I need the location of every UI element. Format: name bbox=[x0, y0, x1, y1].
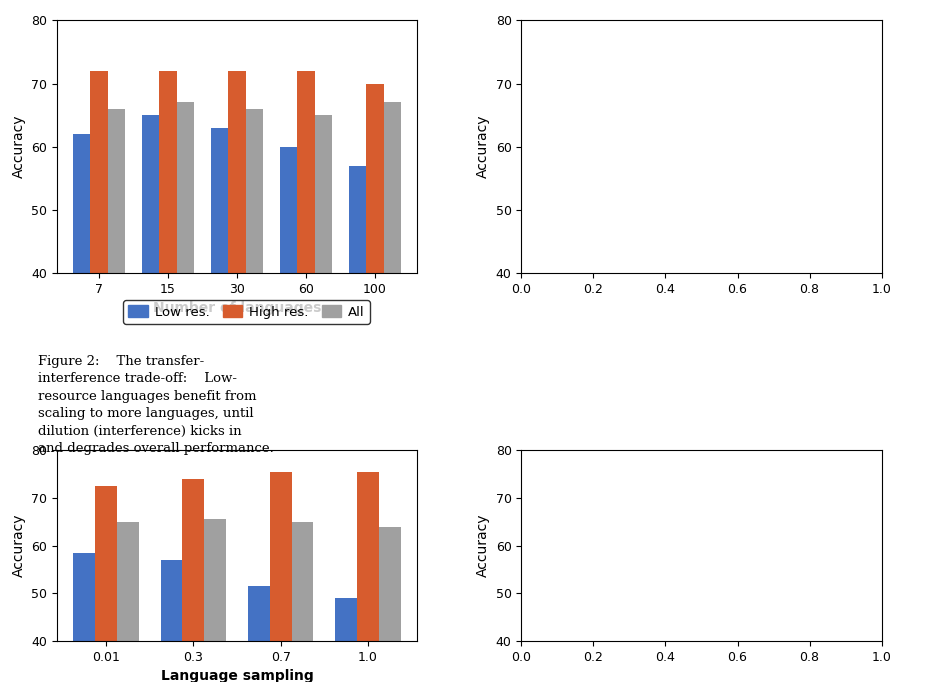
Y-axis label: Accuracy: Accuracy bbox=[476, 115, 490, 179]
Y-axis label: Accuracy: Accuracy bbox=[476, 514, 490, 578]
Bar bbox=[357, 472, 379, 682]
Bar bbox=[228, 71, 246, 525]
Bar bbox=[315, 115, 332, 525]
Text: Figure 2:    The transfer-
interference trade-off:    Low-
resource languages be: Figure 2: The transfer- interference tra… bbox=[38, 355, 274, 455]
Bar bbox=[90, 71, 108, 525]
Bar bbox=[117, 522, 138, 682]
Bar bbox=[159, 71, 176, 525]
Bar bbox=[211, 128, 228, 525]
Bar bbox=[292, 522, 314, 682]
Bar bbox=[349, 166, 366, 525]
Bar bbox=[95, 486, 117, 682]
Y-axis label: Accuracy: Accuracy bbox=[11, 115, 26, 179]
Bar bbox=[270, 472, 292, 682]
Bar bbox=[384, 102, 401, 525]
Bar bbox=[176, 102, 194, 525]
Bar bbox=[248, 586, 270, 682]
Bar bbox=[366, 84, 384, 525]
Bar bbox=[298, 71, 315, 525]
Bar bbox=[379, 527, 401, 682]
Y-axis label: Accuracy: Accuracy bbox=[11, 514, 26, 578]
Bar bbox=[160, 560, 182, 682]
Bar bbox=[73, 552, 95, 682]
Bar bbox=[73, 134, 90, 525]
Bar bbox=[108, 108, 125, 525]
X-axis label: Language sampling: Language sampling bbox=[160, 669, 314, 682]
Bar bbox=[142, 115, 159, 525]
Bar bbox=[246, 108, 263, 525]
Bar bbox=[280, 147, 298, 525]
Bar bbox=[336, 598, 357, 682]
Bar bbox=[182, 479, 204, 682]
Legend: Low res., High res., All: Low res., High res., All bbox=[123, 300, 370, 324]
Bar bbox=[204, 520, 226, 682]
X-axis label: Number of languages: Number of languages bbox=[153, 301, 321, 315]
